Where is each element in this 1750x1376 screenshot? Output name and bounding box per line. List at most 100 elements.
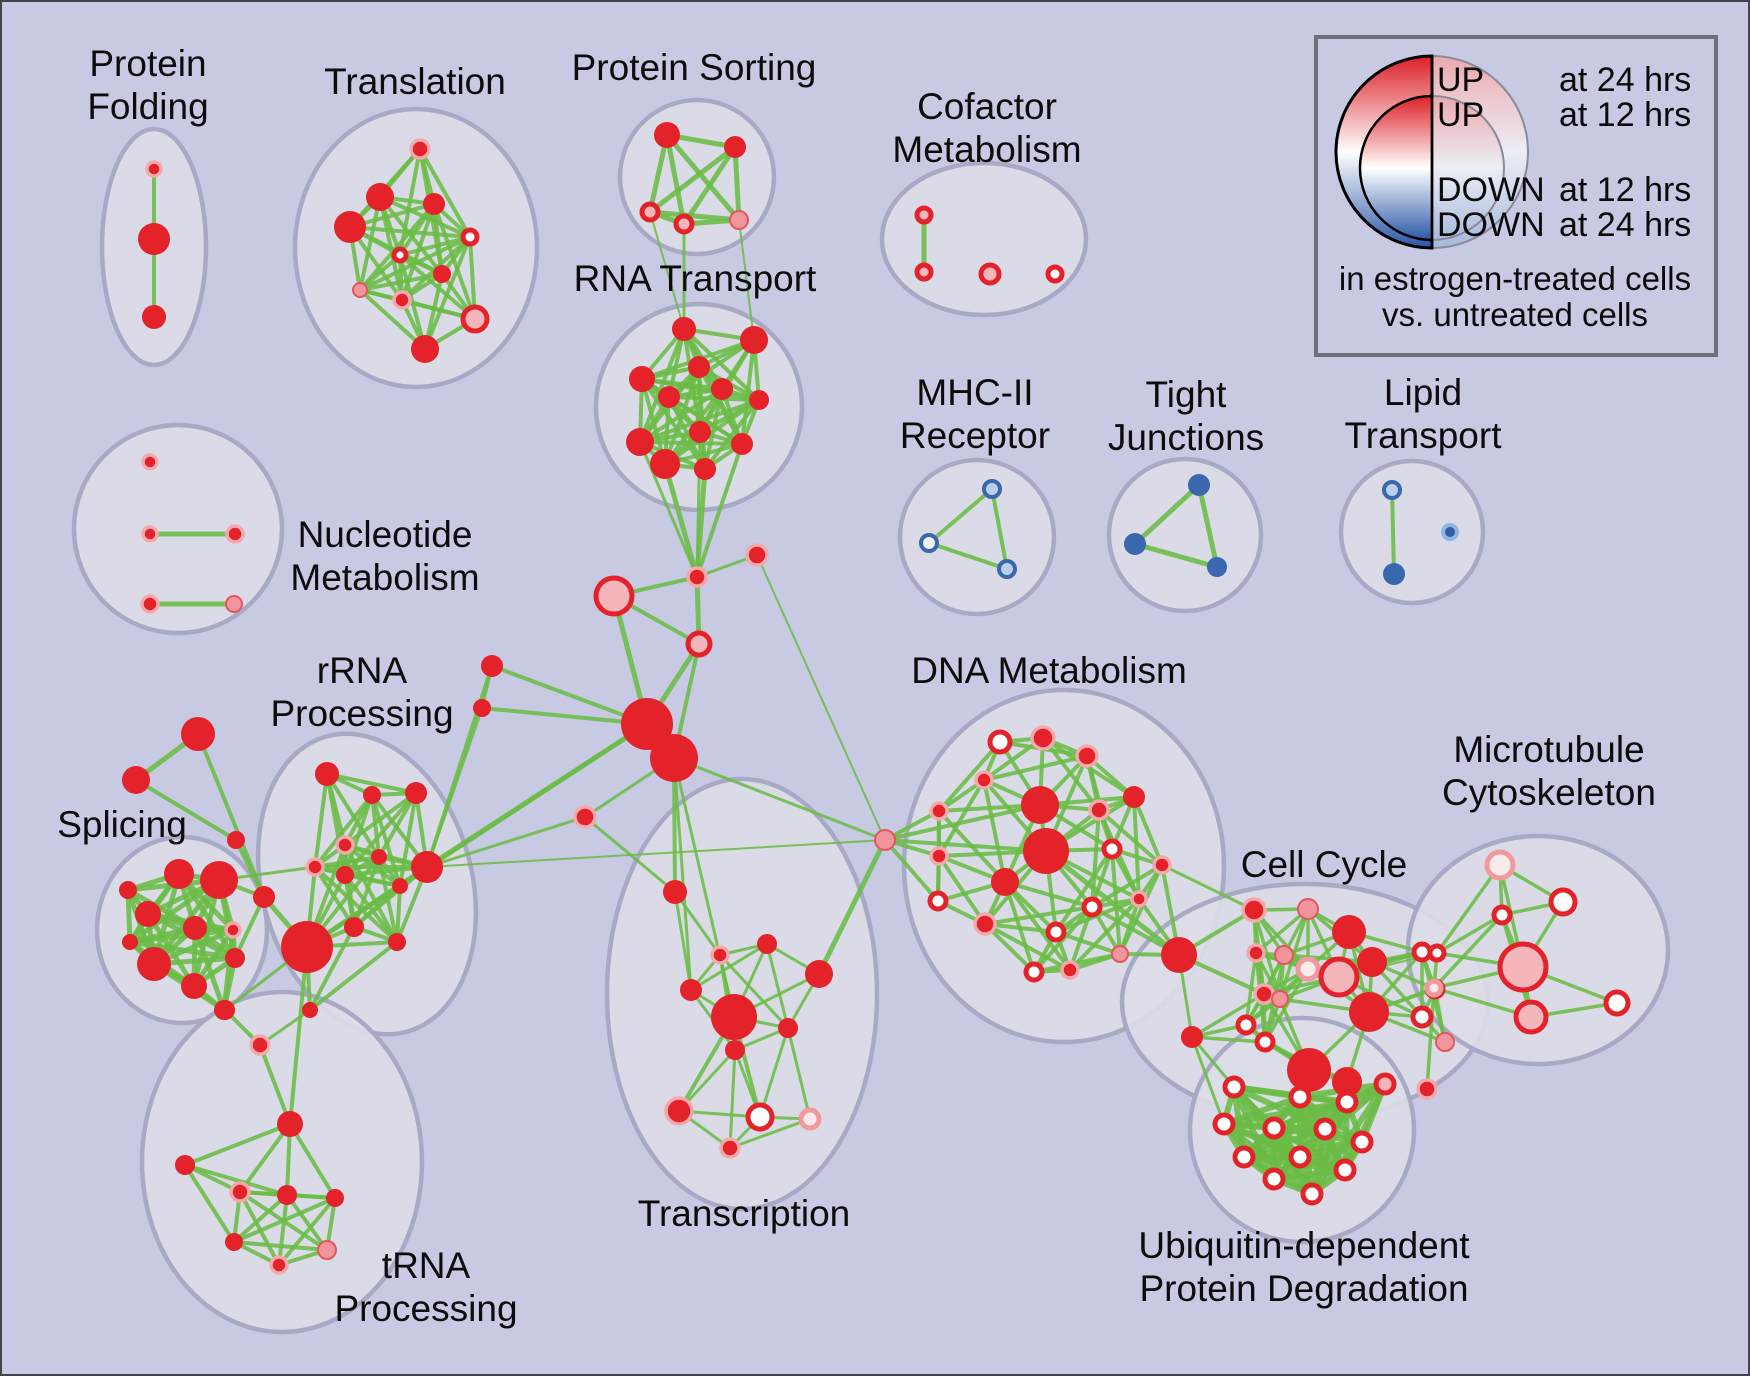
network-node-mt-3 — [1427, 943, 1447, 963]
network-node-nm-2 — [225, 524, 245, 544]
network-node-tr-8 — [664, 1096, 694, 1126]
network-node-ps-1 — [724, 136, 746, 158]
network-edge — [127, 939, 238, 961]
network-edge — [1297, 1081, 1388, 1160]
network-node-lp-0 — [1382, 480, 1402, 500]
network-node-rr-11 — [344, 917, 364, 937]
network-node-cf-2 — [978, 262, 1002, 286]
network-node-tn-1 — [249, 1034, 271, 1056]
network-node-cn-4 — [481, 655, 503, 677]
network-node-rr-4 — [305, 857, 325, 877]
network-node-tn-6 — [326, 1189, 344, 1207]
network-node-sp-10 — [122, 934, 138, 950]
network-edge — [1132, 482, 1202, 547]
network-edge — [664, 132, 687, 227]
network-node-tn-4 — [229, 1181, 251, 1203]
network-node-cc-2 — [1332, 915, 1366, 949]
network-node-tl-6 — [433, 265, 451, 283]
network-edge — [238, 1190, 281, 1267]
network-edge — [1132, 795, 1141, 901]
network-edge — [285, 1193, 329, 1252]
network-edge — [308, 925, 356, 1012]
network-node-mt-2 — [1491, 904, 1513, 926]
network-node-sp-1 — [200, 861, 238, 899]
network-node-rr-7 — [392, 878, 408, 894]
network-node-pf-1 — [138, 223, 170, 255]
cluster-label-ub-line2: Protein Degradation — [1139, 1268, 1468, 1309]
network-node-dn-17 — [1081, 896, 1103, 918]
network-edge — [983, 922, 1072, 972]
network-node-dn-4 — [929, 801, 949, 821]
network-edge — [277, 1193, 289, 1267]
network-node-dn-2 — [1075, 744, 1099, 768]
network-edge — [647, 132, 670, 215]
network-edge — [732, 144, 742, 223]
network-edge — [1054, 847, 1114, 934]
network-node-tr-5 — [711, 994, 757, 1040]
network-node-mt-6 — [1513, 999, 1549, 1035]
cluster-ellipse-tn — [139, 989, 425, 1335]
network-node-tl-7 — [352, 282, 368, 298]
network-node-sp-2 — [135, 901, 161, 927]
network-edge — [1003, 880, 1072, 972]
network-node-ub-11 — [1300, 1182, 1324, 1206]
network-node-lp-2 — [1441, 523, 1459, 541]
legend-row-dir-down24: DOWN — [1437, 206, 1545, 244]
network-node-rr-1 — [363, 786, 381, 804]
network-edge — [1425, 986, 1436, 1091]
network-edge — [358, 272, 444, 292]
network-node-rt-1 — [740, 326, 768, 354]
network-node-nm-3 — [140, 594, 160, 614]
network-node-dn-19 — [1111, 945, 1129, 963]
cluster-label-cc: Cell Cycle — [1241, 844, 1408, 885]
network-edge — [432, 202, 477, 321]
network-edge — [325, 772, 418, 795]
network-node-tn-0 — [215, 1000, 235, 1020]
network-node-tl-5 — [391, 246, 409, 264]
network-node-ub-7 — [1232, 1145, 1256, 1169]
network-node-cn-9 — [685, 630, 713, 658]
network-node-cn-11 — [621, 698, 673, 750]
network-edge — [1132, 795, 1164, 867]
network-node-sp-4 — [137, 947, 171, 981]
network-edge — [673, 890, 722, 957]
network-edge — [1043, 848, 1182, 958]
cluster-label-cf-line1: Cofactor — [917, 86, 1057, 127]
network-node-sp-0 — [164, 859, 194, 889]
network-edge — [927, 487, 994, 545]
network-node-cf-0 — [914, 205, 934, 225]
network-edge — [695, 430, 702, 579]
network-node-dn-6 — [929, 846, 949, 866]
network-node-tl-0 — [409, 138, 431, 160]
network-node-cc-3 — [1246, 943, 1266, 963]
network-node-ps-4 — [729, 210, 749, 230]
network-edge — [640, 377, 707, 471]
cluster-ellipse-mh — [897, 457, 1057, 617]
network-edge — [672, 756, 887, 842]
network-node-cn-0 — [181, 717, 215, 751]
cluster-label-nm-line2: Metabolism — [290, 557, 479, 598]
network-node-ub-0 — [1222, 1075, 1246, 1099]
network-node-rr-5 — [336, 866, 354, 884]
network-edge — [313, 772, 329, 869]
network-node-ub-12 — [1373, 1072, 1397, 1096]
legend-row-time-down12: at 12 hrs — [1559, 171, 1691, 209]
network-edge — [927, 541, 1009, 571]
cluster-ellipse-nm — [71, 422, 285, 636]
network-edge — [258, 1043, 292, 1126]
legend-row-dir-up24: UP — [1437, 61, 1484, 99]
network-edge — [1271, 1081, 1388, 1131]
network-node-rt-2 — [629, 366, 655, 392]
nodes-layer — [119, 122, 1631, 1275]
network-node-cn-6 — [573, 805, 597, 829]
network-edge — [728, 1048, 737, 1150]
network-edge — [1435, 913, 1504, 955]
network-edge — [937, 854, 987, 926]
cluster-label-cf-line2: Metabolism — [892, 129, 1081, 170]
cluster-label-tl: Translation — [324, 61, 506, 102]
network-node-dn-3 — [974, 770, 994, 790]
cluster-label-dn: DNA Metabolism — [911, 650, 1187, 691]
network-edge — [1263, 967, 1310, 1044]
network-node-mt-4 — [1424, 978, 1444, 998]
